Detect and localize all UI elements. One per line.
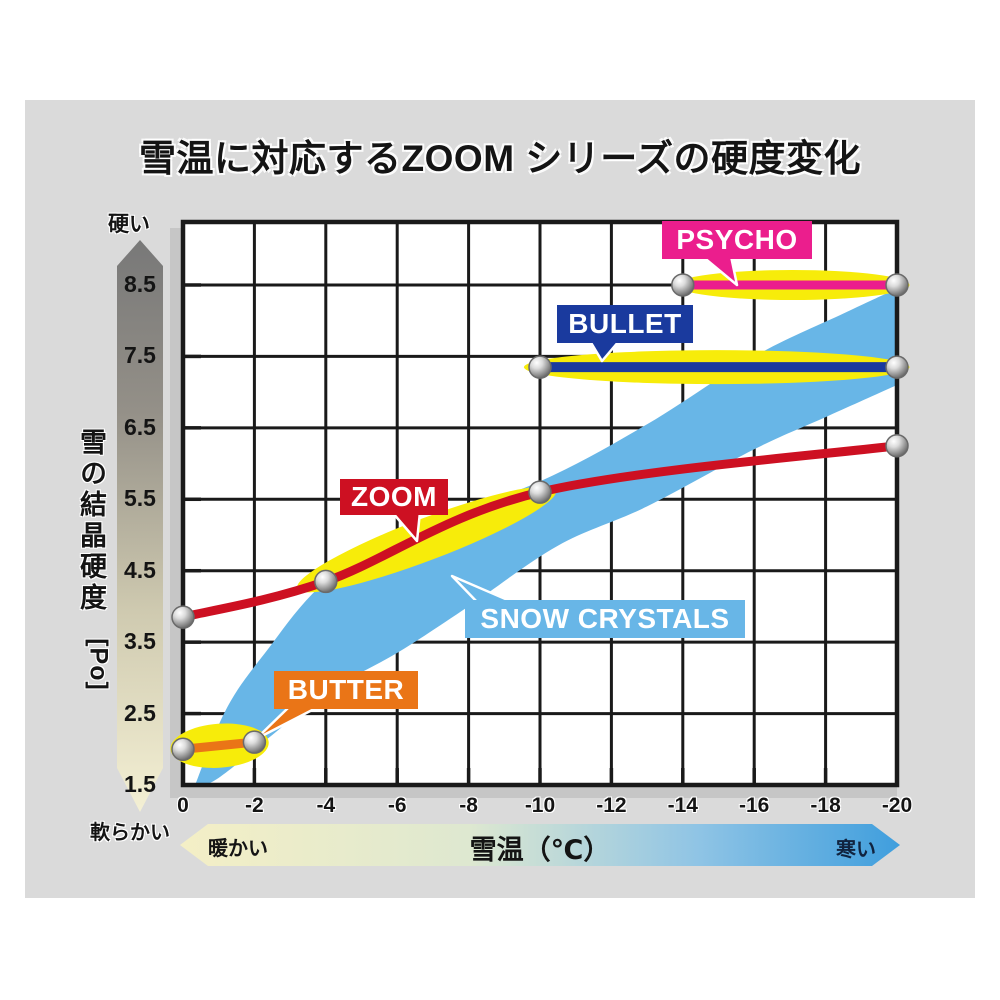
series-line-butter: [178, 737, 259, 754]
x-axis-title: 雪温（℃）: [469, 835, 611, 865]
plot-border: [180, 219, 900, 788]
y-axis-title: 雪の結晶硬度: [76, 428, 106, 614]
y-axis-gradient-bar: [117, 240, 163, 812]
snow-crystals-band: [195, 288, 897, 785]
x-axis-warm-label: 暖かい: [208, 838, 268, 860]
data-point-marker: [171, 605, 195, 629]
plot-bevel-left: [170, 228, 183, 793]
data-point-marker: [171, 737, 195, 762]
x-tick-label: -20: [881, 794, 913, 817]
x-tick-label: -10: [524, 794, 556, 817]
snow-crystals-callout: SNOW CRYSTALS: [465, 600, 745, 638]
bullet-callout-label: BULLET: [568, 308, 682, 339]
data-point-marker: [885, 355, 909, 379]
data-point-marker: [242, 730, 267, 754]
x-axis-gradient-bar: [180, 824, 900, 866]
y-tick-label: 7.5: [124, 342, 156, 369]
y-tick-label: 2.5: [124, 699, 156, 726]
y-tick-label: 3.5: [124, 628, 156, 655]
butter-callout: BUTTER: [274, 671, 418, 709]
x-tick-label: -12: [596, 794, 627, 817]
data-point-marker: [885, 433, 909, 458]
y-tick-label: 1.5: [124, 771, 156, 797]
y-tick-label: 4.5: [124, 556, 156, 583]
series-line-zoom: [178, 441, 902, 622]
x-tick-label: -8: [459, 794, 478, 817]
x-tick-label: -4: [316, 794, 336, 817]
y-axis-top-label: 硬い: [108, 213, 150, 236]
data-point-marker: [528, 355, 552, 379]
x-tick-label: -6: [387, 794, 407, 817]
psycho-callout-label: PSYCHO: [676, 224, 798, 255]
y-tick-label: 6.5: [124, 413, 156, 440]
data-point-marker: [314, 569, 338, 594]
x-tick-label: -18: [810, 794, 841, 817]
x-axis-cold-label: 寒い: [836, 839, 876, 861]
x-tick-label: -14: [667, 794, 698, 817]
x-tick-label: -2: [245, 794, 264, 817]
data-point-marker: [671, 273, 695, 297]
x-tick-label: -16: [739, 794, 770, 817]
y-tick-label: 5.5: [124, 485, 156, 512]
zoom-callout: ZOOM: [340, 479, 448, 515]
y-tick-label: 8.5: [124, 270, 156, 297]
data-point-marker: [885, 273, 909, 297]
y-axis-bottom-label: 軟らかい: [90, 822, 170, 844]
psycho-callout: PSYCHO: [662, 221, 812, 259]
plot-bevel-bottom: [170, 785, 897, 798]
butter-callout-label: BUTTER: [287, 674, 405, 705]
chart-title: 雪温に対応するZOOM シリーズの硬度変化: [139, 138, 861, 179]
zoom-callout-label: ZOOM: [351, 481, 437, 512]
data-point-marker: [528, 480, 552, 504]
snow-crystals-callout-label: SNOW CRYSTALS: [480, 603, 730, 634]
x-tick-label: 0: [177, 794, 189, 817]
bullet-callout: BULLET: [557, 305, 693, 343]
y-axis-unit: [Po]: [84, 638, 113, 691]
